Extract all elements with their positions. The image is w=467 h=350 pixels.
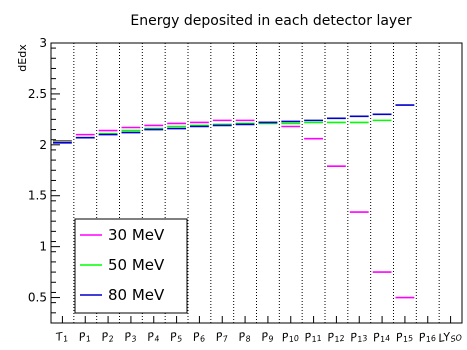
x-axis: T1 P1 P2 P3 P4 P5 P6 P7 P8 P9 P10 P11 P12 P13 P14 P15 P1… (55, 316, 463, 346)
x-tick-label: P7 (215, 329, 230, 345)
legend-label: 30 MeV (108, 226, 165, 244)
y-axis: 0.5 1 1.5 2 2.5 3 (28, 36, 60, 324)
y-tick-label: 3 (39, 36, 47, 50)
x-tick-label: P3 (123, 329, 137, 345)
y-tick-label: 2 (39, 138, 47, 152)
y-tick-label: 1 (39, 240, 47, 254)
x-tick-label: P8 (238, 329, 252, 345)
chart-title: Energy deposited in each detector layer (130, 13, 411, 29)
series-marks (53, 104, 415, 299)
legend-label: 80 MeV (108, 286, 165, 304)
x-tick-label: P15 (395, 329, 414, 346)
legend-label: 50 MeV (108, 256, 165, 274)
x-tick-label: P1 (78, 329, 92, 345)
x-tick-label: P13 (349, 329, 368, 346)
legend: 30 MeV 50 MeV 80 MeV (74, 218, 188, 314)
x-tick-label: P14 (372, 329, 391, 346)
x-tick-label: P10 (281, 329, 300, 346)
y-axis-label: dEdx (16, 44, 29, 72)
x-tick-label: P2 (101, 329, 115, 345)
x-tick-label: P5 (169, 329, 183, 345)
x-tick-label: P11 (304, 329, 323, 346)
x-tick-label: P9 (260, 329, 274, 345)
x-tick-label: T1 (55, 329, 69, 345)
plot-frame (50, 42, 463, 324)
x-tick-label: P16 (418, 329, 437, 346)
x-tick-label: P4 (146, 329, 160, 345)
y-tick-label: 0.5 (28, 291, 47, 305)
x-tick-label: LYSO (437, 328, 462, 346)
x-tick-label: P6 (192, 329, 206, 345)
y-tick-label: 1.5 (28, 189, 47, 203)
x-tick-label: P12 (326, 329, 345, 346)
y-tick-label: 2.5 (28, 87, 47, 101)
